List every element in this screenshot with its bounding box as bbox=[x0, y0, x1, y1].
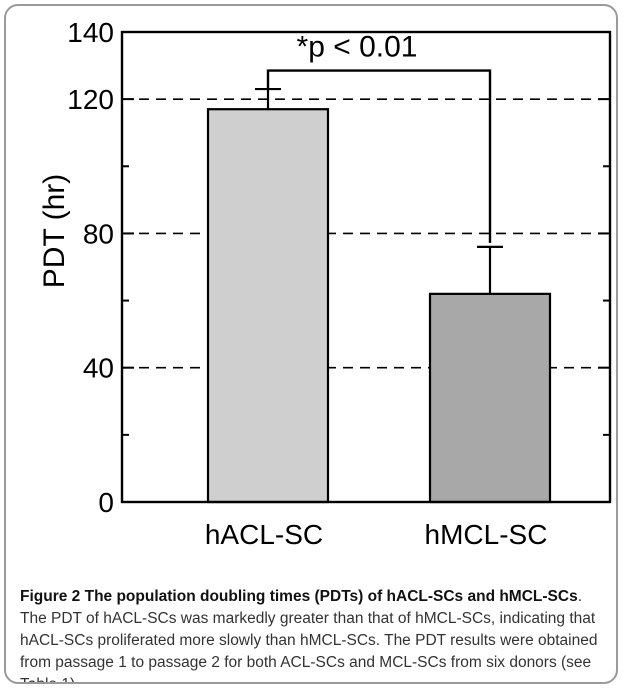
y-axis-label: PDT (hr) bbox=[38, 174, 71, 288]
y-tick-label: 120 bbox=[67, 84, 114, 115]
figure-panel: PDT (hr) *p < 0.01 hACL-SC hMCL-SC 0 40 80 12… bbox=[4, 4, 618, 684]
bar-hACL-SC bbox=[206, 108, 330, 504]
figure-caption: Figure 2 The population doubling times (… bbox=[20, 586, 612, 682]
caption-body: . The PDT of hACL-SCs was markedly great… bbox=[20, 588, 598, 682]
axes: PDT (hr) *p < 0.01 hACL-SC hMCL-SC 0 40 80 12… bbox=[38, 17, 612, 550]
x-tick-label: hACL-SC bbox=[205, 519, 323, 550]
caption-label: Figure 2 bbox=[20, 588, 81, 605]
plot-frame bbox=[120, 30, 612, 504]
caption-title-end: hMCL-SCs bbox=[499, 588, 578, 605]
significance-annotation: *p < 0.01 bbox=[297, 31, 418, 64]
bars bbox=[206, 87, 552, 504]
gridlines bbox=[122, 98, 610, 369]
y-tick-label: 0 bbox=[98, 487, 114, 518]
caption-title: The population doubling times (PDTs) of … bbox=[80, 588, 500, 605]
y-tick-label: 40 bbox=[83, 353, 114, 384]
significance-bracket bbox=[266, 69, 492, 243]
bar-hMCL-SC bbox=[428, 292, 552, 504]
y-tick-label: 140 bbox=[67, 17, 114, 48]
bar-chart: PDT (hr) *p < 0.01 hACL-SC hMCL-SC 0 40 80 12… bbox=[38, 17, 612, 550]
y-tick-label: 80 bbox=[83, 218, 114, 249]
x-tick-label: hMCL-SC bbox=[425, 519, 548, 550]
